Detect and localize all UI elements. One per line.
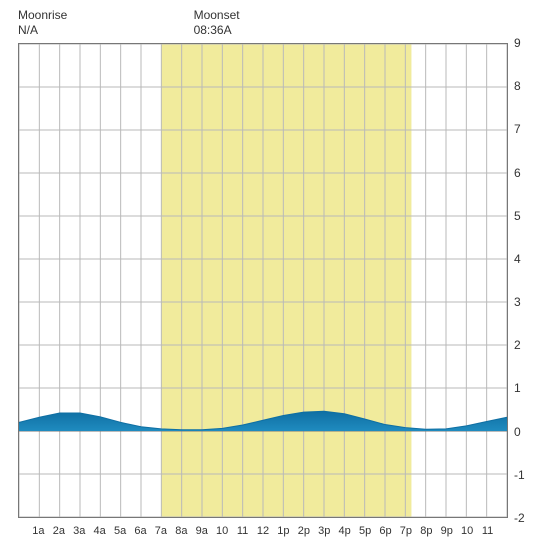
x-tick-label: 10 xyxy=(461,525,473,537)
x-tick-label: 11 xyxy=(482,525,493,537)
x-tick-label: 8a xyxy=(175,525,187,537)
y-tick-label: 6 xyxy=(514,166,521,180)
x-tick-label: 10 xyxy=(216,525,228,537)
moonrise-title: Moonrise xyxy=(18,8,67,23)
x-tick-label: 6a xyxy=(134,525,146,537)
moonset-title: Moonset xyxy=(194,8,240,23)
y-tick-label: 1 xyxy=(514,381,521,395)
y-tick-label: -2 xyxy=(514,511,525,525)
x-tick-label: 5p xyxy=(359,525,371,537)
x-tick-label: 8p xyxy=(420,525,432,537)
y-tick-label: 2 xyxy=(514,338,521,352)
y-tick-label: 0 xyxy=(514,425,521,439)
moonrise-label: Moonrise N/A xyxy=(18,8,67,38)
tide-area xyxy=(19,411,507,431)
x-tick-label: 9a xyxy=(196,525,208,537)
x-tick-label: 7a xyxy=(155,525,167,537)
y-axis: -2-10123456789 xyxy=(514,43,538,518)
x-tick-label: 2a xyxy=(53,525,65,537)
header-labels: Moonrise N/A Moonset 08:36A xyxy=(8,8,542,43)
x-tick-label: 1a xyxy=(32,525,44,537)
x-tick-label: 1p xyxy=(277,525,289,537)
x-tick-label: 11 xyxy=(237,525,248,537)
plot-area xyxy=(18,43,508,518)
x-tick-label: 4p xyxy=(339,525,351,537)
x-tick-label: 4a xyxy=(94,525,106,537)
x-tick-label: 12 xyxy=(257,525,269,537)
x-tick-label: 2p xyxy=(298,525,310,537)
x-tick-label: 3p xyxy=(318,525,330,537)
moonrise-value: N/A xyxy=(18,23,67,38)
x-tick-label: 3a xyxy=(73,525,85,537)
y-tick-label: 7 xyxy=(514,122,521,136)
x-tick-label: 5a xyxy=(114,525,126,537)
data-layer xyxy=(19,44,507,517)
y-tick-label: 8 xyxy=(514,79,521,93)
y-tick-label: 4 xyxy=(514,252,521,266)
tide-chart: Moonrise N/A Moonset 08:36A -2-101234567… xyxy=(8,8,542,542)
x-tick-label: 9p xyxy=(441,525,453,537)
y-tick-label: -1 xyxy=(514,468,525,482)
y-tick-label: 5 xyxy=(514,209,521,223)
y-tick-label: 9 xyxy=(514,36,521,50)
x-tick-label: 6p xyxy=(379,525,391,537)
x-axis: 1a 2a 3a 4a 5a 6a 7a 8a 9a 10 11 12 1p 2p 3p 4p 5p 6p 7p 8p… xyxy=(18,525,508,541)
x-tick-label: 7p xyxy=(400,525,412,537)
y-tick-label: 3 xyxy=(514,295,521,309)
moonset-label: Moonset 08:36A xyxy=(194,8,240,38)
moonset-value: 08:36A xyxy=(194,23,240,38)
